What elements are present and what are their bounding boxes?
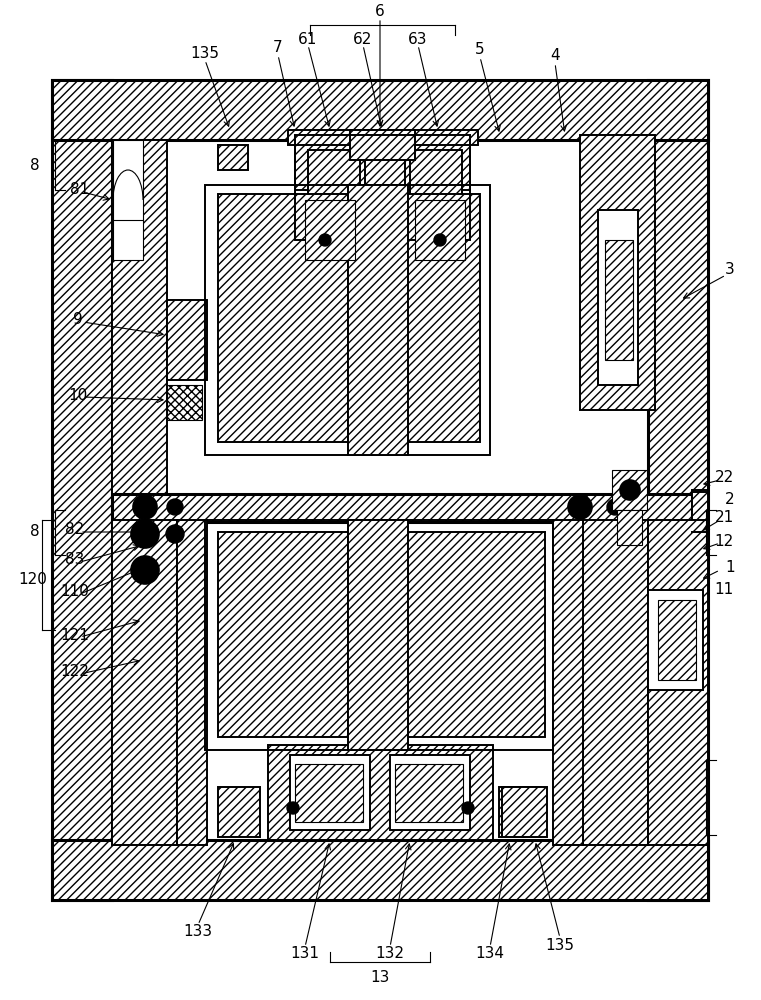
Circle shape	[167, 499, 183, 515]
Bar	[167, 300, 207, 380]
Bar	[295, 135, 470, 240]
Bar	[113, 140, 143, 260]
Bar	[177, 520, 207, 845]
Text: 82: 82	[65, 522, 84, 538]
Bar	[612, 470, 647, 510]
Text: 133: 133	[183, 924, 212, 940]
Text: 120: 120	[18, 572, 47, 587]
Bar	[268, 745, 493, 840]
Bar	[410, 150, 462, 225]
Circle shape	[568, 495, 592, 519]
Bar	[288, 130, 478, 145]
Text: 9: 9	[73, 312, 83, 328]
Bar	[658, 600, 696, 680]
Circle shape	[287, 802, 299, 814]
Bar	[218, 145, 248, 170]
Text: 131: 131	[291, 946, 320, 960]
Bar	[350, 130, 415, 160]
Circle shape	[131, 556, 159, 584]
Bar	[348, 185, 408, 455]
Bar	[617, 510, 642, 545]
Bar	[580, 135, 655, 410]
Bar	[648, 80, 708, 900]
Bar	[605, 240, 633, 360]
Circle shape	[166, 525, 184, 543]
Bar	[648, 520, 708, 845]
Bar	[205, 185, 490, 455]
Bar	[112, 494, 692, 522]
Bar	[218, 532, 348, 737]
Bar	[553, 520, 583, 845]
Text: 11: 11	[715, 582, 734, 597]
Bar	[405, 532, 545, 737]
Text: 4: 4	[550, 48, 560, 64]
Bar	[583, 520, 648, 845]
Text: 7: 7	[273, 40, 283, 55]
Circle shape	[434, 234, 446, 246]
Text: 135: 135	[546, 938, 575, 952]
Text: 5: 5	[475, 42, 485, 57]
Bar	[499, 787, 541, 837]
Text: 61: 61	[298, 32, 317, 47]
Bar	[295, 764, 363, 822]
Bar	[218, 787, 260, 837]
Bar	[52, 840, 708, 900]
Text: 132: 132	[375, 946, 405, 960]
Bar	[348, 520, 408, 750]
Text: 63: 63	[408, 32, 428, 47]
Bar	[308, 150, 360, 225]
Bar	[355, 194, 480, 442]
Text: 13: 13	[371, 970, 390, 986]
Text: 22: 22	[715, 471, 734, 486]
Bar	[502, 787, 547, 837]
Circle shape	[620, 480, 640, 500]
Text: 134: 134	[476, 946, 505, 960]
Text: 8: 8	[30, 524, 40, 540]
Bar	[692, 490, 708, 535]
Text: 122: 122	[61, 664, 90, 680]
Circle shape	[462, 802, 474, 814]
Text: 21: 21	[715, 510, 734, 526]
Text: 1: 1	[725, 560, 735, 576]
Bar	[295, 135, 470, 190]
Text: 81: 81	[70, 182, 90, 198]
Bar	[218, 194, 348, 442]
Bar	[305, 200, 355, 260]
Circle shape	[131, 520, 159, 548]
Text: 12: 12	[715, 534, 734, 550]
Bar	[415, 200, 465, 260]
Text: 110: 110	[61, 584, 90, 599]
Text: 10: 10	[68, 387, 88, 402]
Text: 2: 2	[725, 492, 735, 508]
Bar	[112, 140, 167, 820]
Bar	[52, 80, 112, 900]
Text: 83: 83	[65, 552, 84, 568]
Bar	[598, 210, 638, 385]
Bar	[390, 755, 470, 830]
Bar	[395, 764, 463, 822]
Text: 121: 121	[61, 628, 90, 643]
Circle shape	[319, 234, 331, 246]
Bar	[365, 150, 405, 230]
Bar	[290, 755, 370, 830]
Bar	[52, 80, 708, 140]
Text: 6: 6	[375, 4, 385, 19]
Bar	[167, 385, 202, 420]
Text: 3: 3	[725, 262, 735, 277]
Bar	[205, 520, 553, 750]
Text: 8: 8	[30, 157, 40, 172]
Circle shape	[607, 499, 623, 515]
Text: 62: 62	[353, 32, 373, 47]
Circle shape	[133, 495, 157, 519]
Bar	[112, 520, 177, 845]
Bar	[648, 590, 703, 690]
Text: 135: 135	[190, 45, 219, 60]
